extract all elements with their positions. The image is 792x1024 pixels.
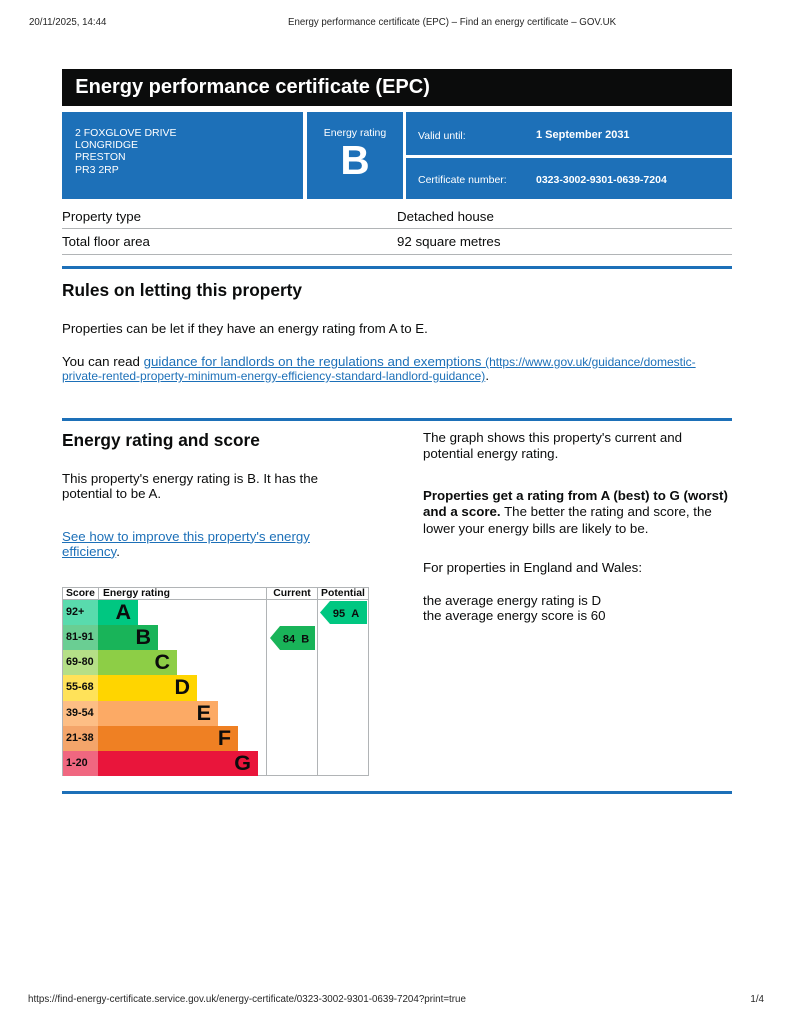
svg-text:95 A: 95 A <box>333 608 359 620</box>
svg-text:84 B: 84 B <box>283 633 309 645</box>
